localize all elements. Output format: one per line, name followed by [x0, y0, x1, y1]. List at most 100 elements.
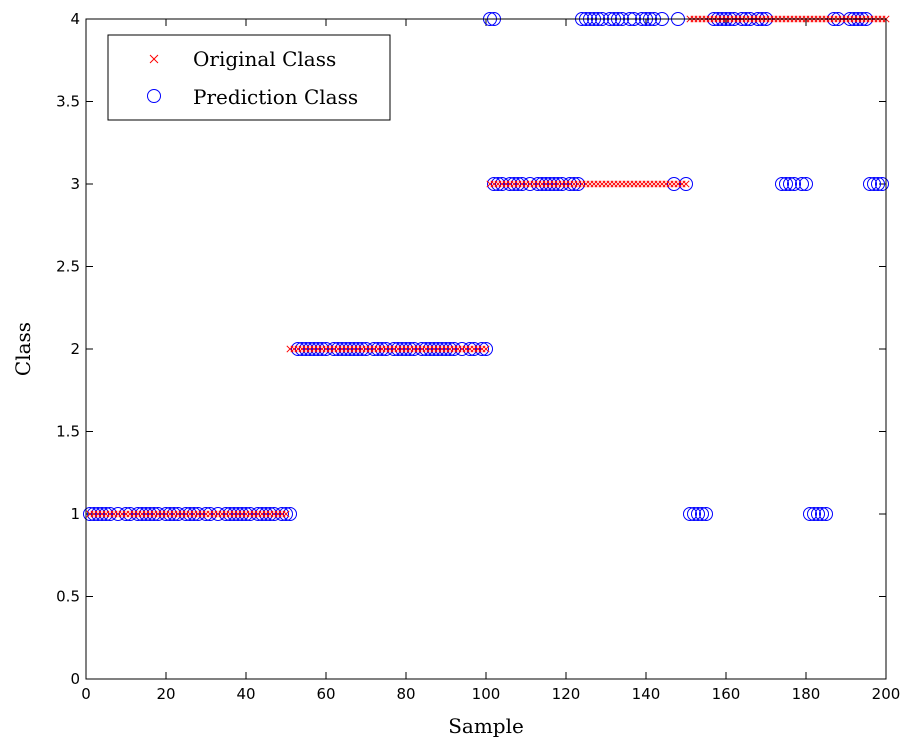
prediction-class-point [295, 342, 309, 356]
prediction-class-point [379, 342, 393, 356]
x-tick-label: 20 [156, 685, 175, 703]
prediction-class-point [167, 507, 181, 521]
prediction-class-point [131, 507, 145, 521]
prediction-class-point [159, 507, 173, 521]
prediction-class-point [567, 177, 581, 191]
prediction-class-point [507, 177, 521, 191]
prediction-class-point [291, 342, 305, 356]
prediction-class-point [699, 507, 713, 521]
prediction-class-point [679, 177, 693, 191]
prediction-class-point [463, 342, 477, 356]
x-tick-label: 60 [316, 685, 335, 703]
original-class-point [282, 510, 290, 518]
prediction-class-point [427, 342, 441, 356]
prediction-class-point [227, 507, 241, 521]
prediction-class-point [539, 177, 553, 191]
prediction-class-point [867, 177, 881, 191]
marks-layer [83, 12, 890, 521]
prediction-class-point [799, 177, 813, 191]
legend-label-prediction: Prediction Class [193, 85, 358, 109]
prediction-class-point [403, 342, 417, 356]
prediction-class-point [863, 177, 877, 191]
prediction-class-point [447, 342, 461, 356]
legend-marker-prediction [147, 89, 161, 103]
prediction-class-point [371, 342, 385, 356]
prediction-class-point [399, 342, 413, 356]
prediction-class-point [375, 342, 389, 356]
prediction-class-point [515, 177, 529, 191]
prediction-class-point [407, 342, 421, 356]
x-tick-label: 140 [632, 685, 661, 703]
prediction-class-point [327, 342, 341, 356]
prediction-class-point [231, 507, 245, 521]
tick-layer: 0 20 40 60 80 100 120 140 160 180 200 0 0.5 1 1.5 2 2.5 3… [56, 10, 900, 703]
prediction-class-point [395, 342, 409, 356]
prediction-class-point [531, 177, 545, 191]
prediction-class-point [199, 507, 213, 521]
y-tick-label: 2.5 [56, 258, 80, 276]
prediction-class-point [243, 507, 257, 521]
prediction-class-point [103, 507, 117, 521]
legend-marker-original [149, 54, 159, 64]
prediction-class-point [811, 507, 825, 521]
prediction-class-point [687, 507, 701, 521]
prediction-class-point [339, 342, 353, 356]
prediction-class-point [543, 177, 557, 191]
plot-frame [85, 18, 887, 680]
prediction-class-point [343, 342, 357, 356]
prediction-class-point [99, 507, 113, 521]
prediction-class-point [535, 177, 549, 191]
prediction-class-point [191, 507, 205, 521]
prediction-class-point [871, 177, 885, 191]
prediction-class-point [335, 342, 349, 356]
prediction-class-point [491, 177, 505, 191]
y-tick-label: 0 [70, 670, 80, 688]
x-tick-label: 200 [872, 685, 901, 703]
prediction-class-point [555, 177, 569, 191]
y-axis-label: Class [11, 322, 35, 376]
prediction-class-point [187, 507, 201, 521]
prediction-class-point [467, 342, 481, 356]
prediction-class-point [815, 507, 829, 521]
prediction-class-point [795, 177, 809, 191]
prediction-class-point [319, 342, 333, 356]
prediction-class-point [315, 342, 329, 356]
prediction-class-point [303, 342, 317, 356]
prediction-class-point [503, 177, 517, 191]
prediction-class-point [563, 177, 577, 191]
x-tick-label: 120 [552, 685, 581, 703]
prediction-class-point [235, 507, 249, 521]
prediction-class-point [95, 507, 109, 521]
x-tick-label: 0 [81, 685, 91, 703]
prediction-class-point [547, 177, 561, 191]
prediction-class-point [415, 342, 429, 356]
prediction-class-point [387, 342, 401, 356]
prediction-class-point [495, 177, 509, 191]
prediction-class-point [443, 342, 457, 356]
prediction-class-point [203, 507, 217, 521]
prediction-class-point [119, 507, 133, 521]
prediction-class-point [479, 342, 493, 356]
prediction-class-point [775, 177, 789, 191]
prediction-class-point [803, 507, 817, 521]
x-tick-label: 80 [396, 685, 415, 703]
y-tick-label: 1.5 [56, 423, 80, 441]
original-class-point [682, 180, 690, 188]
prediction-class-point [807, 507, 821, 521]
prediction-class-point [523, 177, 537, 191]
prediction-class-point [111, 507, 125, 521]
prediction-class-point [423, 342, 437, 356]
prediction-class-point [431, 342, 445, 356]
prediction-class-point [783, 177, 797, 191]
prediction-class-point [123, 507, 137, 521]
prediction-class-point [551, 177, 565, 191]
prediction-class-point [347, 342, 361, 356]
prediction-class-point [875, 177, 889, 191]
prediction-class-point [263, 507, 277, 521]
y-tick-label: 1 [70, 505, 80, 523]
prediction-class-point [439, 342, 453, 356]
prediction-class-point [683, 507, 697, 521]
prediction-class-point [259, 507, 273, 521]
prediction-class-point [455, 342, 469, 356]
prediction-class-point [183, 507, 197, 521]
